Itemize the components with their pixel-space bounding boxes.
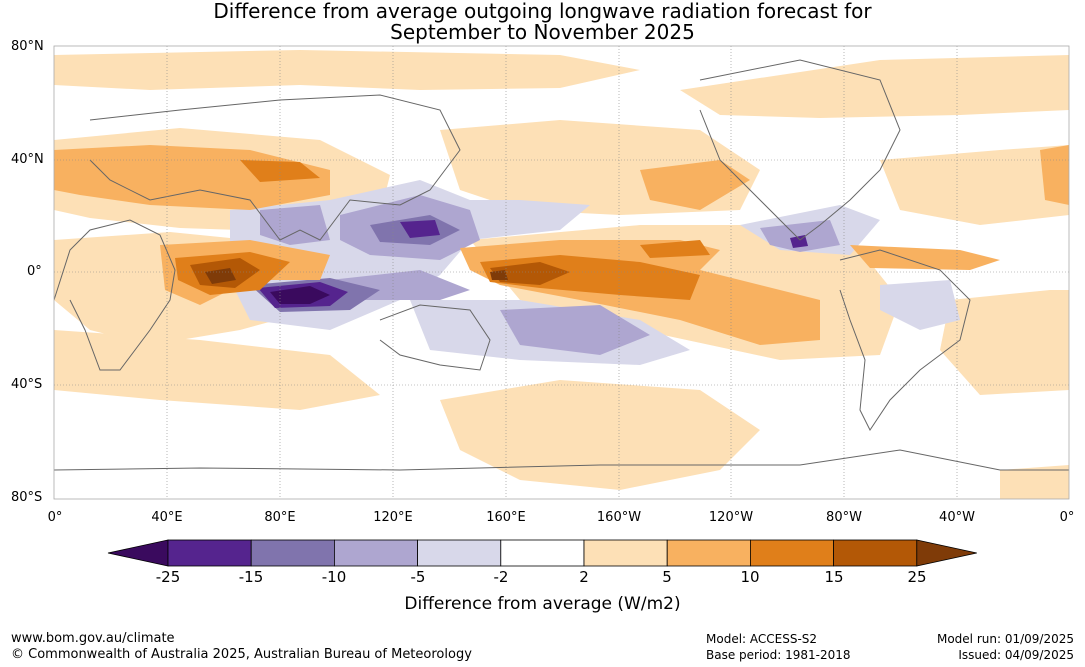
lon-label-80e: 80°E	[264, 510, 296, 525]
colorbar-bin	[583, 539, 668, 567]
lat-label-40s: 40°S	[11, 377, 43, 392]
colorbar-min-extend	[107, 539, 169, 567]
lon-label-160e: 160°E	[486, 510, 526, 525]
lon-label-80w: 80°W	[826, 510, 862, 525]
colorbar-bin	[417, 539, 502, 567]
colorbar-tick: 2	[579, 568, 589, 586]
colorbar-tick: 15	[824, 568, 844, 586]
lat-label-80s: 80°S	[11, 490, 43, 505]
lon-label-0-end: 0°	[1059, 510, 1075, 525]
colorbar-bin	[250, 539, 335, 567]
footer-model: Model: ACCESS-S2	[706, 632, 818, 646]
colorbar-bin	[500, 539, 585, 567]
lat-label-40n: 40°N	[11, 152, 44, 167]
coastlines	[54, 59, 1069, 471]
lon-label-0: 0°	[47, 510, 63, 525]
lon-label-120w: 120°W	[708, 510, 754, 525]
footer-issued: Issued: 04/09/2025	[958, 648, 1074, 662]
colorbar-bin	[167, 539, 252, 567]
colorbar-label: Difference from average (W/m2)	[404, 594, 681, 614]
colorbar-tick: 25	[907, 568, 927, 586]
colorbar-tick: -10	[321, 568, 347, 586]
footer-model-run: Model run: 01/09/2025	[936, 632, 1074, 646]
colorbar	[107, 539, 977, 567]
lon-label-160w: 160°W	[596, 510, 642, 525]
colorbar-bin	[666, 539, 751, 567]
lon-label-40w: 40°W	[939, 510, 975, 525]
colorbar-max-extend	[916, 539, 977, 567]
colorbar-tick: -25	[155, 568, 181, 586]
colorbar-tick: 5	[662, 568, 672, 586]
footer-base-period: Base period: 1981-2018	[706, 648, 851, 662]
footer-copyright: © Commonwealth of Australia 2025, Austra…	[11, 647, 472, 662]
anomaly-below-neg25-region	[270, 286, 330, 304]
colorbar-bin	[333, 539, 418, 567]
map-title-line2: September to November 2025	[390, 20, 695, 44]
graticule	[54, 46, 1069, 499]
colorbar-bin	[750, 539, 835, 567]
colorbar-tick: -15	[238, 568, 264, 586]
map-title-line1: Difference from average outgoing longwav…	[213, 0, 872, 23]
lon-label-40e: 40°E	[151, 510, 183, 525]
colorbar-tick: -2	[493, 568, 509, 586]
colorbar-tick: -5	[410, 568, 426, 586]
colorbar-bin	[833, 539, 918, 567]
map-frame	[53, 45, 1070, 500]
footer-url[interactable]: www.bom.gov.au/climate	[11, 631, 175, 646]
lat-label-80n: 80°N	[11, 39, 44, 54]
lon-label-120e: 120°E	[373, 510, 413, 525]
lat-label-equator: 0°	[27, 264, 42, 279]
colorbar-tick: 10	[740, 568, 760, 586]
